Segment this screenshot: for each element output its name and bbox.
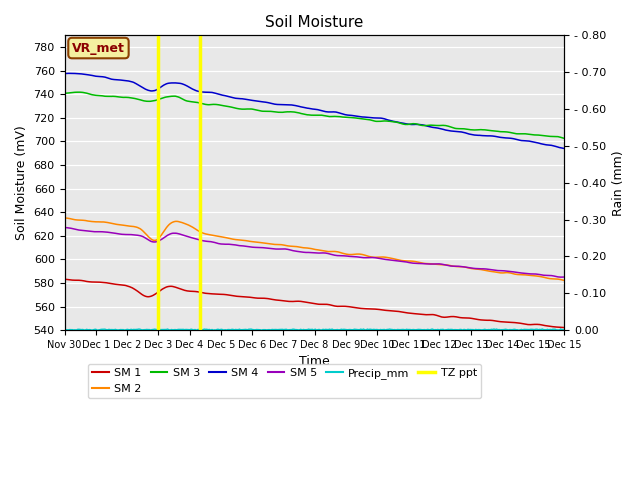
Legend: SM 1, SM 2, SM 3, SM 4, SM 5, Precip_mm, TZ ppt: SM 1, SM 2, SM 3, SM 4, SM 5, Precip_mm,…	[88, 364, 481, 398]
X-axis label: Time: Time	[299, 355, 330, 369]
Title: Soil Moisture: Soil Moisture	[266, 15, 364, 30]
Text: VR_met: VR_met	[72, 42, 125, 55]
Y-axis label: Rain (mm): Rain (mm)	[612, 150, 625, 216]
Y-axis label: Soil Moisture (mV): Soil Moisture (mV)	[15, 125, 28, 240]
